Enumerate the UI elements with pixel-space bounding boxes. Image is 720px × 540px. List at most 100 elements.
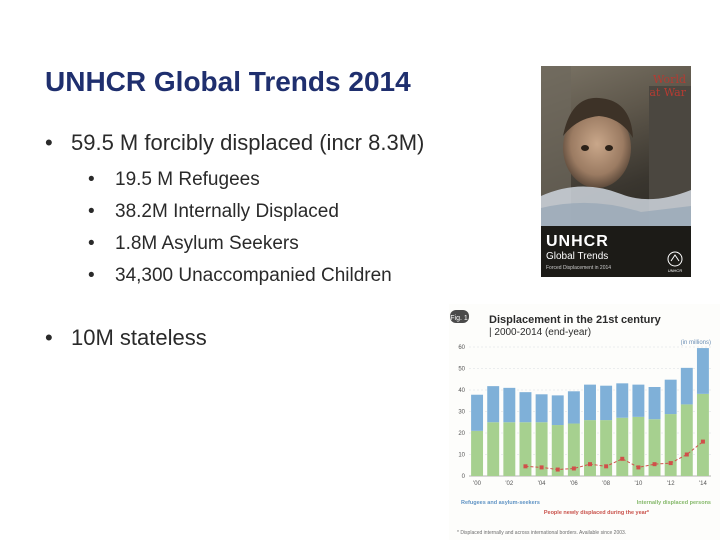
point-new-displaced — [652, 462, 657, 467]
x-tick-label: '04 — [538, 481, 546, 487]
bar-refugees — [616, 383, 629, 418]
bar-refugees — [471, 394, 484, 431]
cover-headline-1: World — [653, 73, 686, 86]
bar-idps — [471, 430, 484, 476]
y-tick-label: 30 — [458, 410, 465, 416]
y-tick-label: 10 — [458, 453, 465, 459]
sub-bullet-refugees: • 19.5 M Refugees — [88, 166, 392, 198]
unit-label: (in millions) — [681, 340, 711, 346]
figure-label-badge — [450, 310, 469, 323]
bar-idps — [648, 419, 661, 476]
y-tick-label: 50 — [458, 367, 465, 373]
sub-bullet-text: 1.8M Asylum Seekers — [115, 233, 299, 254]
bar-idps — [551, 425, 564, 476]
bar-idps — [616, 417, 629, 476]
legend-idps: Internally displaced persons — [637, 500, 711, 506]
bullet-dot: • — [88, 201, 95, 222]
bar-refugees — [696, 348, 709, 394]
point-new-displaced — [539, 465, 544, 470]
cover-logo-text: UNHCR — [668, 268, 683, 273]
cover-art: World at War UNHCR Global Trends Forced … — [541, 66, 691, 273]
chart-footnote: * Displaced internally and across intern… — [457, 530, 626, 536]
bar-idps — [680, 404, 693, 476]
bullet-dot: • — [88, 265, 95, 286]
bar-refugees — [535, 394, 548, 423]
point-new-displaced — [571, 466, 576, 471]
cover-eye-right — [605, 145, 613, 151]
sub-bullet-asylum: • 1.8M Asylum Seekers — [88, 230, 392, 262]
bar-refugees — [664, 379, 677, 415]
x-tick-label: '00 — [473, 481, 481, 487]
bar-refugees — [680, 367, 693, 405]
bar-idps — [600, 420, 613, 476]
bar-idps — [503, 422, 516, 476]
cover-eye-left — [581, 145, 589, 151]
bar-refugees — [600, 385, 613, 421]
cover-tagline: Forced Displacement in 2014 — [546, 265, 611, 271]
bar-refugees — [584, 384, 596, 421]
bullet-dot: • — [45, 325, 53, 350]
point-new-displaced — [636, 465, 641, 470]
bar-idps — [584, 420, 596, 476]
cover-logo-figure-icon — [670, 254, 680, 262]
point-new-displaced — [604, 464, 609, 469]
figure-label: Fig. 1 — [450, 315, 468, 322]
bar-idps — [487, 422, 500, 476]
chart-svg: Fig. 1 Displacement in the 21st century … — [450, 310, 711, 536]
point-new-displaced — [668, 461, 673, 466]
bar-idps — [664, 414, 677, 476]
y-tick-label: 20 — [458, 431, 465, 437]
sub-bullet-list: • 19.5 M Refugees • 38.2M Internally Displ… — [88, 166, 392, 294]
point-new-displaced — [700, 439, 705, 444]
cover-subtitle: Global Trends — [546, 251, 608, 262]
x-tick-label: '12 — [667, 481, 675, 487]
bar-idps — [535, 422, 548, 476]
bullet-displaced: • 59.5 M forcibly displaced (incr 8.3M) — [45, 130, 424, 156]
bar-refugees — [487, 386, 500, 423]
sub-bullet-text: 38.2M Internally Displaced — [115, 201, 339, 222]
bullet-text: 10M stateless — [71, 325, 207, 350]
bullet-dot: • — [88, 233, 95, 254]
bullet-stateless: • 10M stateless — [45, 325, 207, 351]
point-new-displaced — [555, 467, 560, 472]
x-tick-label: '14 — [699, 481, 707, 487]
point-new-displaced — [684, 452, 689, 457]
chart-subtitle: | 2000-2014 (end-year) — [489, 327, 591, 338]
report-cover-image: World at War UNHCR Global Trends Forced … — [541, 66, 691, 277]
bar-idps — [567, 423, 580, 476]
sub-bullet-children: • 34,300 Unaccompanied Children — [88, 262, 392, 294]
cover-headline-2: at War — [649, 86, 686, 99]
bar-refugees — [567, 391, 580, 424]
x-tick-label: '10 — [634, 481, 642, 487]
sub-bullet-text: 34,300 Unaccompanied Children — [115, 265, 392, 286]
cover-blanket-fold — [541, 202, 691, 226]
cover-logo-icon — [667, 251, 683, 267]
cover-child-face — [563, 108, 631, 188]
bar-refugees — [632, 384, 645, 417]
plot-area: 0 10 20 30 40 50 60 '00 '02 '04 '06 '08 '10 '12 '14 — [458, 345, 711, 487]
y-tick-label: 40 — [458, 388, 465, 394]
bar-idps — [696, 393, 709, 476]
legend-new-displaced: People newly displaced during the year* — [544, 510, 650, 516]
cover-child-hair — [563, 97, 633, 138]
y-tick-label: 0 — [462, 474, 466, 480]
line-new-displaced — [525, 441, 704, 471]
bar-refugees — [519, 392, 532, 423]
x-tick-label: '08 — [602, 481, 610, 487]
bullet-dot: • — [45, 130, 53, 155]
slide-title: UNHCR Global Trends 2014 — [45, 66, 411, 97]
y-tick-label: 60 — [458, 345, 465, 351]
x-tick-label: '06 — [570, 481, 578, 487]
bar-refugees — [503, 387, 516, 423]
bar-refugees — [648, 386, 661, 420]
point-new-displaced — [588, 462, 592, 467]
displacement-chart: Fig. 1 Displacement in the 21st century … — [449, 304, 720, 540]
chart-title: Displacement in the 21st century — [489, 314, 662, 326]
bullet-dot: • — [88, 169, 95, 190]
cover-brand: UNHCR — [546, 233, 609, 250]
legend-refugees: Refugees and asylum-seekers — [461, 500, 540, 506]
sub-bullet-text: 19.5 M Refugees — [115, 169, 260, 190]
bar-idps — [519, 422, 532, 476]
bullet-text: 59.5 M forcibly displaced (incr 8.3M) — [71, 130, 425, 155]
